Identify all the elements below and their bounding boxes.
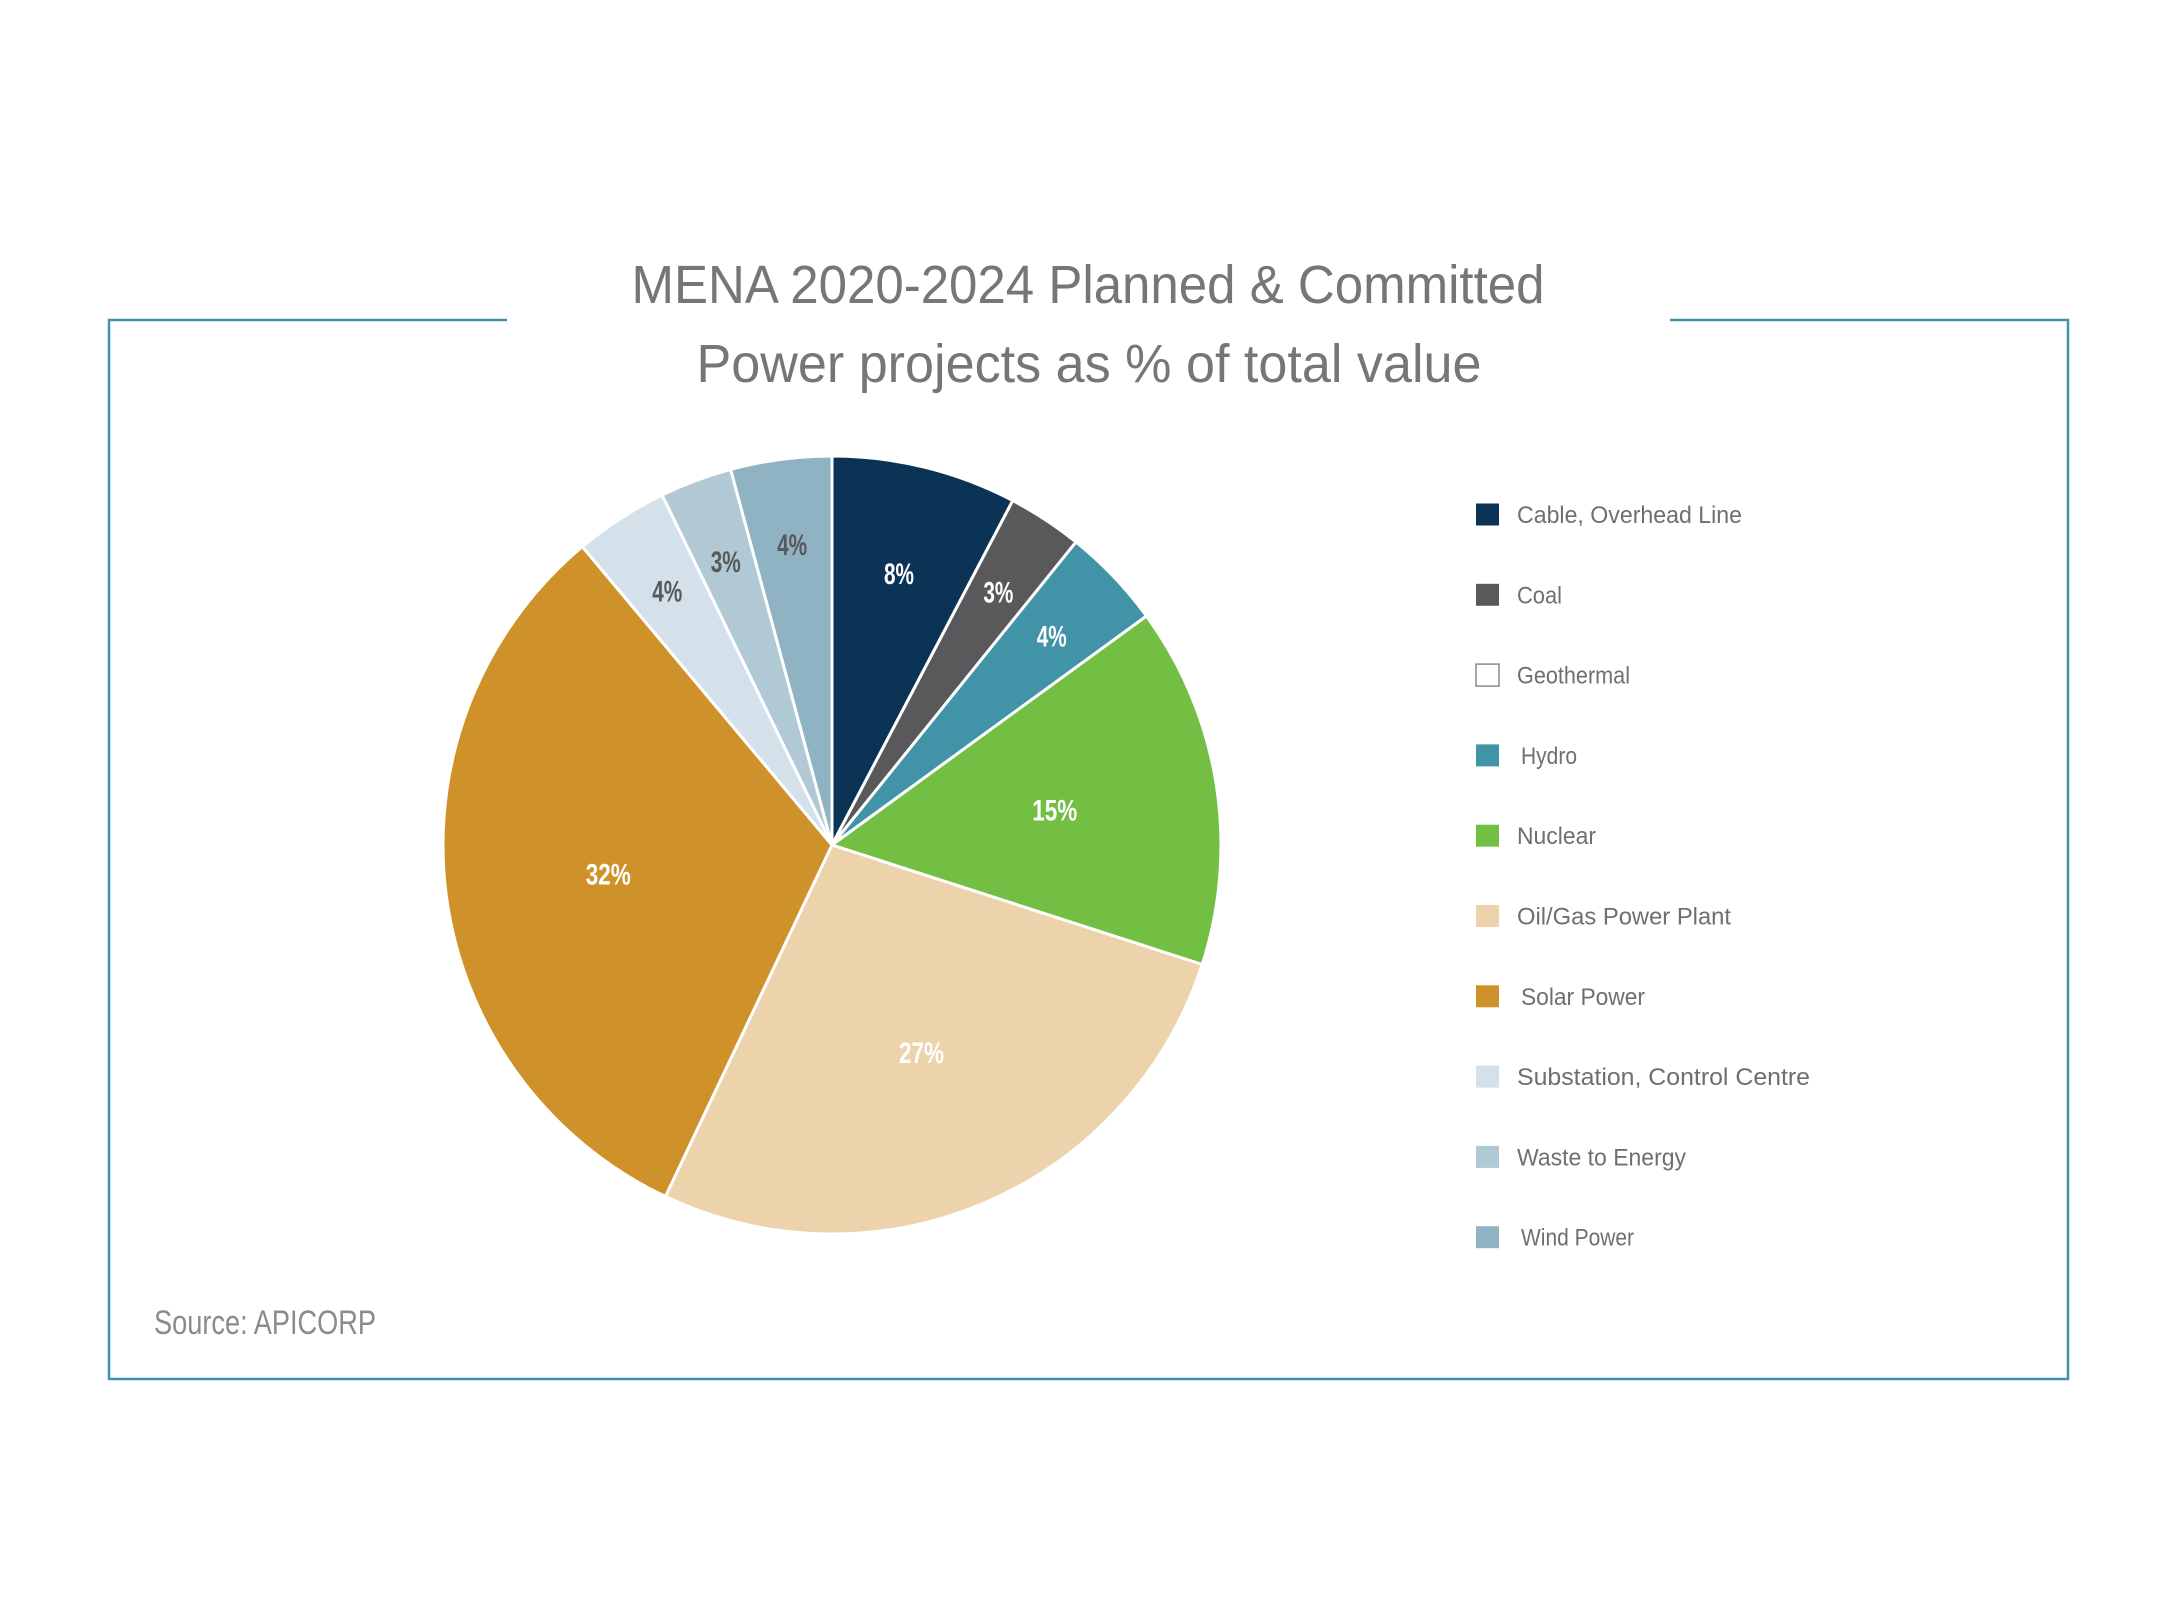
legend-label-hydro: Hydro: [1521, 743, 1577, 770]
legend-swatch-solar-power: [1476, 985, 1499, 1008]
chart-title-line-1: MENA 2020-2024 Planned & Committed: [632, 255, 1545, 315]
pie-slice-solar-power: [441, 545, 834, 1199]
legend-item-solar-power: Solar Power: [1476, 984, 1645, 1011]
legend-item-wind-power: Wind Power: [1476, 1225, 1634, 1252]
slice-label-wind-power: 4%: [777, 529, 807, 562]
legend-item-cable-overhead-line: Cable, Overhead Line: [1476, 502, 1742, 529]
slice-label-solar-power: 32%: [586, 859, 631, 892]
legend-swatch-coal: [1476, 583, 1499, 606]
legend-label-nuclear: Nuclear: [1517, 823, 1596, 850]
frame-left-segment: [107, 318, 2070, 1381]
pie-slice-nuclear: [830, 614, 1223, 967]
legend: Cable, Overhead Line Coal Geothermal Hydro N…: [1475, 502, 1810, 1252]
legend-swatch-cable-overhead-line: [1476, 503, 1499, 526]
legend-item-hydro: Hydro: [1476, 743, 1577, 770]
legend-item-substation-control-centre: Substation, Control Centre: [1476, 1064, 1810, 1091]
pie-slice-labels: 8% 3% 4% 15% 27% 32% 4% 3% 4%: [586, 529, 1078, 1070]
legend-item-coal: Coal: [1476, 582, 1562, 609]
legend-item-waste-to-energy: Waste to Energy: [1476, 1144, 1686, 1171]
legend-swatch-substation-control-centre: [1476, 1065, 1499, 1088]
legend-label-solar-power: Solar Power: [1521, 984, 1645, 1011]
slice-label-oil-gas-power-plant: 27%: [899, 1037, 944, 1070]
chart-frame: [107, 318, 2070, 1381]
legend-swatch-nuclear: [1476, 824, 1499, 847]
legend-label-waste-to-energy: Waste to Energy: [1517, 1144, 1686, 1171]
legend-item-nuclear: Nuclear: [1476, 823, 1596, 850]
slice-label-substation-control-centre: 4%: [652, 575, 682, 608]
pie-slices: [441, 454, 1223, 1236]
source-note: Source: APICORP: [154, 1304, 376, 1342]
legend-swatch-hydro: [1476, 744, 1499, 767]
slice-label-waste-to-energy: 3%: [711, 546, 741, 579]
pie-slice-oil-gas-power-plant: [663, 843, 1204, 1236]
slice-label-coal: 3%: [983, 576, 1013, 609]
chart-title-line-2: Power projects as % of total value: [697, 334, 1482, 394]
legend-item-geothermal: Geothermal: [1475, 663, 1630, 690]
pie-slice-wind-power: [729, 454, 834, 847]
legend-swatch-oil-gas-power-plant: [1476, 905, 1499, 927]
legend-swatch-geothermal: [1475, 663, 1500, 687]
legend-label-coal: Coal: [1517, 582, 1562, 609]
pie-slice-cable-overhead-line: [830, 454, 1015, 847]
slice-label-hydro: 4%: [1037, 621, 1067, 654]
legend-label-oil-gas-power-plant: Oil/Gas Power Plant: [1517, 904, 1731, 931]
legend-swatch-waste-to-energy: [1476, 1145, 1499, 1168]
legend-label-wind-power: Wind Power: [1521, 1225, 1634, 1252]
slice-label-cable-overhead-line: 8%: [884, 558, 914, 591]
slice-label-nuclear: 15%: [1032, 794, 1077, 827]
legend-label-cable-overhead-line: Cable, Overhead Line: [1517, 502, 1742, 529]
legend-label-substation-control-centre: Substation, Control Centre: [1517, 1064, 1810, 1091]
legend-label-geothermal: Geothermal: [1517, 663, 1630, 690]
legend-item-oil-gas-power-plant: Oil/Gas Power Plant: [1476, 904, 1731, 931]
legend-swatch-wind-power: [1476, 1226, 1499, 1249]
